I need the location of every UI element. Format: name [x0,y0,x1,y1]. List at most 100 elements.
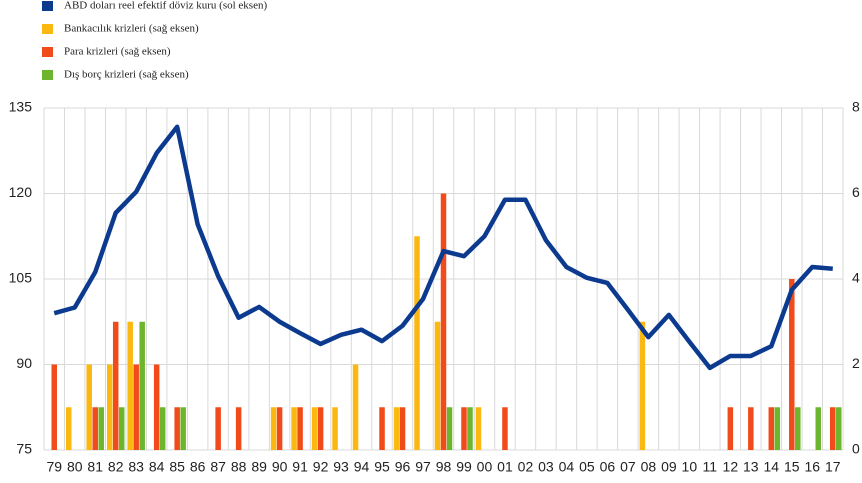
bar [768,407,775,450]
bar [291,407,297,450]
bar [352,364,359,450]
legend-swatch [42,1,53,11]
x-tick-label: 93 [333,459,349,475]
y2-tick-label: 0 [852,441,860,457]
legend-swatch [42,70,53,80]
x-tick-label: 81 [87,459,103,475]
x-tick-label: 01 [497,459,513,475]
bar [795,407,801,450]
x-tick-label: 86 [190,459,206,475]
bar [159,407,166,450]
bar [139,321,145,450]
x-tick-label: 92 [313,459,329,475]
bar [270,407,277,450]
x-tick-label: 03 [538,459,554,475]
x-tick-label: 10 [682,459,698,475]
y2-tick-label: 4 [852,270,860,286]
x-tick-label: 90 [272,459,288,475]
legend-label: Para krizleri (sağ eksen) [64,46,171,58]
y2-tick-label: 2 [852,355,860,371]
bar [215,407,221,450]
bar [748,407,754,450]
bar [830,407,836,450]
x-tick-label: 99 [456,459,472,475]
bar [774,407,781,450]
bar [727,407,734,450]
bar [127,321,133,450]
x-tick-label: 12 [723,459,739,475]
bar [379,407,385,450]
x-tick-label: 89 [251,459,267,475]
x-tick-label: 02 [518,459,534,475]
y-tick-label: 120 [9,184,33,200]
legend-label: Dış borç krizleri (sağ eksen) [64,69,189,81]
bar [317,407,324,450]
y2-tick-label: 8 [852,99,860,115]
x-tick-label: 00 [477,459,493,475]
bar [98,407,104,450]
x-tick-label: 94 [354,459,370,475]
bar [106,364,113,450]
legend-swatch [42,47,53,57]
bar [446,407,453,450]
x-tick-label: 16 [804,459,820,475]
bar [461,407,467,450]
x-tick-label: 06 [600,459,616,475]
bar [311,407,318,450]
x-tick-label: 91 [292,459,308,475]
x-tick-label: 88 [231,459,247,475]
x-tick-label: 96 [395,459,411,475]
bar [393,407,400,450]
legend-label: Bankacılık krizleri (sağ eksen) [64,23,199,35]
bar [133,364,139,450]
bar [276,407,283,450]
bar [112,321,119,450]
y-tick-label: 105 [9,270,33,286]
x-tick-label: 84 [149,459,165,475]
bar [440,193,447,450]
x-tick-label: 87 [210,459,226,475]
bar [235,407,242,450]
bar [502,407,508,450]
x-tick-label: 80 [67,459,83,475]
bar [153,364,160,450]
bar [399,407,406,450]
bar [92,407,98,450]
x-tick-label: 09 [661,459,677,475]
x-tick-label: 82 [108,459,124,475]
x-tick-label: 05 [579,459,595,475]
bar [414,236,420,450]
bar [86,364,92,450]
x-tick-label: 08 [641,459,657,475]
x-tick-label: 95 [374,459,390,475]
x-tick-label: 13 [743,459,759,475]
x-tick-label: 85 [169,459,185,475]
x-tick-label: 17 [825,459,841,475]
bar [467,407,473,450]
y-tick-label: 75 [16,441,32,457]
bar [118,407,125,450]
bar [475,407,482,450]
x-tick-label: 97 [415,459,431,475]
bar [332,407,338,450]
line [53,124,833,371]
x-tick-label: 07 [620,459,636,475]
x-tick-label: 98 [436,459,452,475]
bar [180,407,186,450]
bar [434,321,441,450]
legend-label: ABD doları reel efektif döviz kuru (sol … [64,0,267,12]
bar [174,407,180,450]
y-tick-label: 135 [9,99,33,115]
x-tick-label: 11 [703,459,718,475]
x-tick-label: 04 [559,459,575,475]
bar [815,407,822,450]
legend-swatch [42,24,53,34]
bar [639,321,646,450]
x-tick-label: 79 [46,459,62,475]
bar [51,364,57,450]
x-tick-label: 15 [784,459,800,475]
y-tick-label: 90 [16,355,32,371]
bar [297,407,303,450]
x-tick-label: 83 [128,459,144,475]
